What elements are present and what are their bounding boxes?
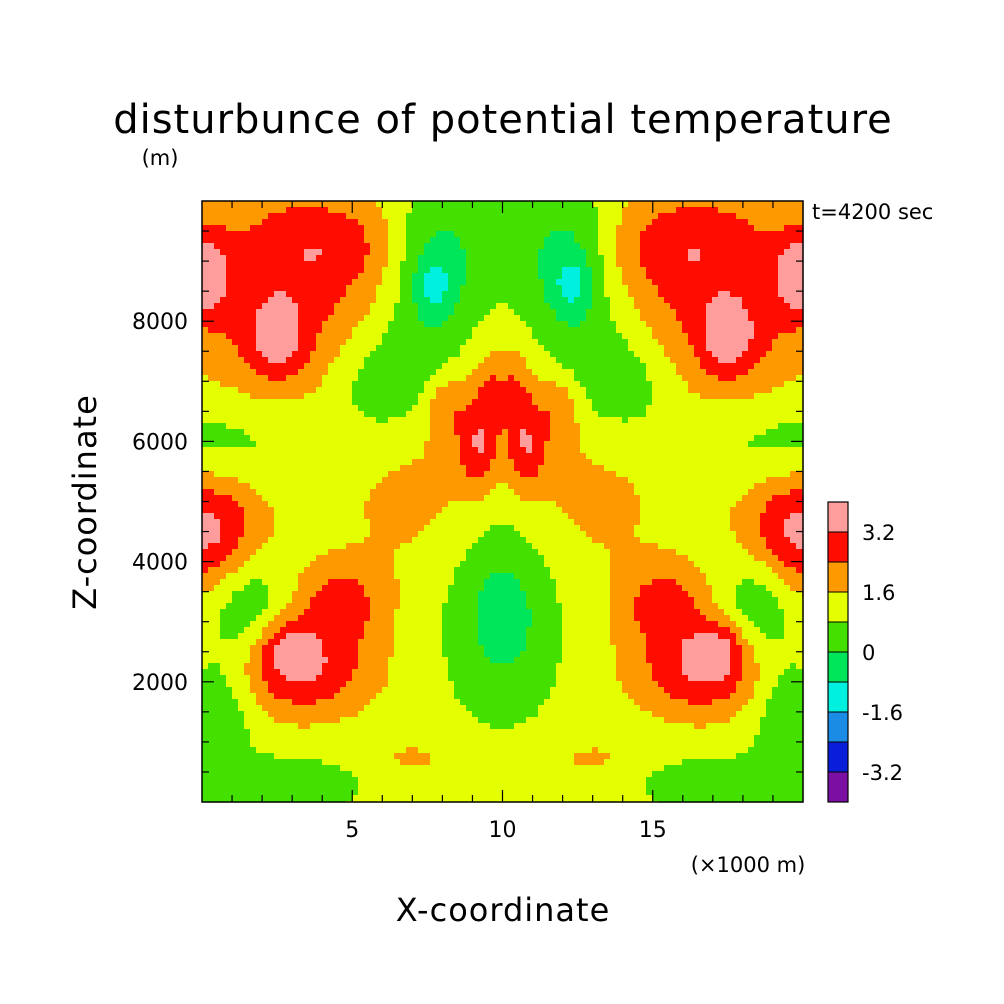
colorbar-label: 1.6 (862, 581, 895, 605)
y-tick-label: 2000 (132, 671, 188, 696)
x-tick-label: 5 (345, 818, 359, 843)
colorbar-swatch (828, 592, 848, 623)
colorbar-swatch (828, 682, 848, 713)
y-tick-label: 4000 (132, 551, 188, 576)
colorbar (827, 501, 849, 803)
colorbar-swatch (828, 562, 848, 593)
x-tick-label: 15 (639, 818, 667, 843)
y-tick-label: 6000 (132, 430, 188, 455)
colorbar-swatch (828, 652, 848, 683)
colorbar-label: 3.2 (862, 521, 895, 545)
x-tick-label: 10 (489, 818, 517, 843)
chart-title: disturbunce of potential temperature (113, 97, 893, 143)
colorbar-swatch (828, 772, 848, 803)
colorbar-label: -1.6 (862, 701, 903, 725)
colorbar-swatch (828, 742, 848, 773)
colorbar-label: 0 (862, 641, 875, 665)
plot-axes (201, 200, 804, 803)
colorbar-label: -3.2 (862, 761, 903, 785)
y-tick-label: 8000 (132, 310, 188, 335)
colorbar-labels: 3.2 1.6 0 -1.6 -3.2 (862, 521, 903, 785)
time-label: t=4200 sec (812, 200, 933, 224)
colorbar-swatch (828, 622, 848, 653)
colorbar-swatch (828, 712, 848, 743)
colorbar-swatch (828, 502, 848, 533)
x-axis-label: X-coordinate (396, 891, 611, 929)
y-axis-label: Z-coordinate (66, 394, 104, 610)
x-axis-ticks: 5 10 15 (345, 818, 667, 843)
heatmap-field (202, 201, 804, 803)
colorbar-swatch (828, 532, 848, 563)
x-axis-unit: (×1000 m) (691, 853, 806, 877)
y-axis-ticks: 2000 4000 6000 8000 (132, 310, 188, 696)
y-axis-unit: (m) (142, 146, 179, 170)
